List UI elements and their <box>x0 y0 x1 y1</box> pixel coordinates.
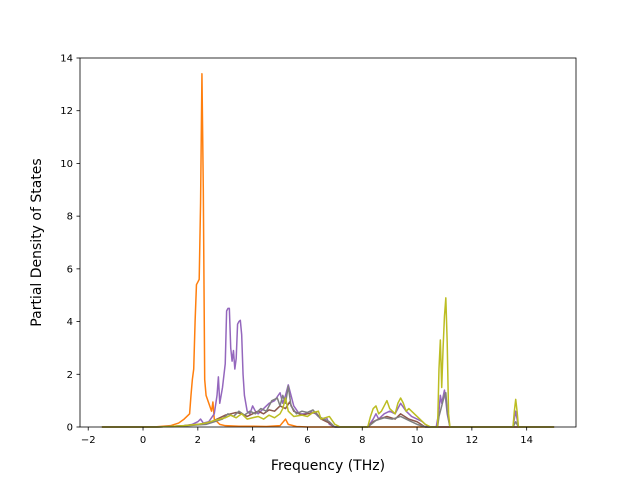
x-tick-label: 4 <box>249 435 255 446</box>
series-line-3 <box>101 401 555 428</box>
y-tick-label: 2 <box>67 370 73 381</box>
y-tick-label: 10 <box>60 159 73 170</box>
x-tick-label: 10 <box>411 435 424 446</box>
y-tick-label: 14 <box>60 54 73 65</box>
y-axis-ticks: 0 2 4 6 8 10 12 14 <box>60 54 80 434</box>
y-tick-label: 8 <box>67 212 73 223</box>
series-line-1 <box>101 73 555 428</box>
y-tick-label: 12 <box>60 106 73 117</box>
plot-area-frame <box>79 57 577 428</box>
y-tick-label: 0 <box>67 423 73 434</box>
x-tick-label: −2 <box>81 435 96 446</box>
x-tick-label: 8 <box>359 435 365 446</box>
x-tick-label: 0 <box>140 435 146 446</box>
x-tick-label: 2 <box>195 435 201 446</box>
y-tick-label: 4 <box>67 317 73 328</box>
series-line-4 <box>101 385 555 428</box>
y-axis-title: Partial Density of States <box>29 158 45 326</box>
y-tick-label: 6 <box>67 264 73 275</box>
x-tick-label: 14 <box>520 435 533 446</box>
x-axis-title: Frequency (THz) <box>271 458 385 474</box>
x-axis-ticks: −2 0 2 4 6 8 10 12 14 <box>81 427 533 446</box>
series-lines <box>101 73 555 428</box>
series-line-5 <box>101 297 555 428</box>
x-tick-label: 6 <box>304 435 310 446</box>
x-tick-label: 12 <box>466 435 479 446</box>
series-line-2 <box>101 307 555 428</box>
